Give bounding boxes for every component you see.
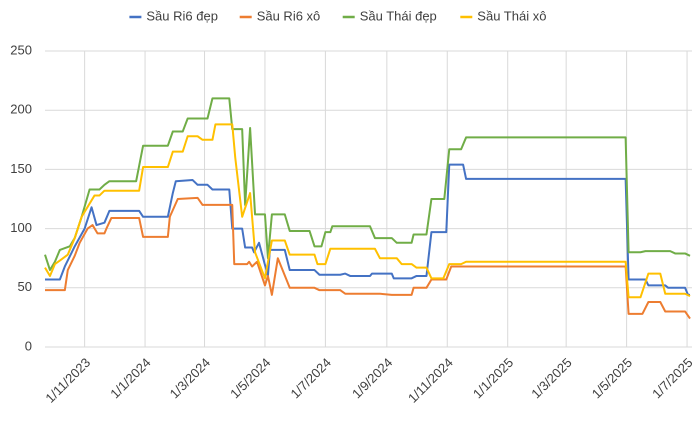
- x-tick-label: 1/5/2025: [589, 355, 635, 401]
- x-tick-label: 1/3/2025: [528, 355, 574, 401]
- series-line: [45, 196, 691, 320]
- legend-label: Sầu Thái xô: [477, 8, 546, 23]
- x-tick-label: 1/11/2023: [42, 355, 93, 406]
- x-tick-label: 1/7/2024: [288, 355, 334, 401]
- x-tick-label: 1/7/2025: [649, 355, 695, 401]
- series-line: [44, 97, 691, 272]
- legend-label: Sầu Thái đẹp: [360, 8, 437, 23]
- y-tick-label: 0: [25, 338, 32, 353]
- x-tick-label: 1/3/2024: [167, 355, 213, 401]
- y-tick-label: 250: [10, 42, 32, 57]
- legend-label: Sầu Ri6 đẹp: [146, 8, 218, 23]
- x-tick-label: 1/1/2024: [107, 355, 153, 401]
- legend-label: Sầu Ri6 xô: [257, 8, 321, 23]
- y-tick-label: 200: [10, 102, 32, 117]
- y-tick-label: 50: [18, 279, 32, 294]
- series-line: [45, 163, 691, 296]
- series-line: [44, 123, 691, 299]
- x-tick-label: 1/9/2024: [349, 355, 395, 401]
- y-tick-label: 150: [10, 161, 32, 176]
- x-tick-label: 1/1/2025: [470, 355, 516, 401]
- x-tick-label: 1/5/2024: [227, 355, 273, 401]
- x-tick-label: 1/11/2024: [405, 355, 456, 406]
- y-tick-label: 100: [10, 220, 32, 235]
